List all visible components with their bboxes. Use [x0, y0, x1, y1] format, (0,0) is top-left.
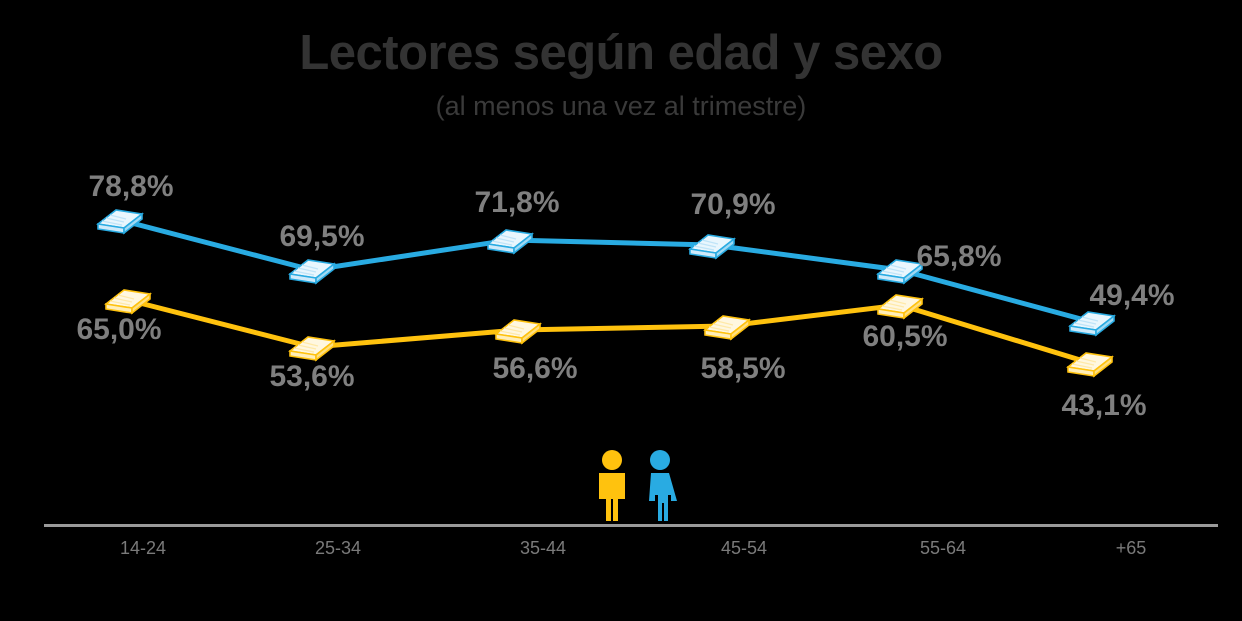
chart-legend — [591, 449, 681, 521]
axis-tick-label-1: 25-34 — [314, 538, 362, 558]
value-label-male-5: 43,1% — [1061, 389, 1147, 422]
male-figure-icon[interactable] — [591, 449, 633, 521]
value-label-female-0: 78,8% — [88, 170, 174, 203]
axis-tick-label-0: 14-24 — [119, 538, 167, 558]
value-label-female-3: 70,9% — [690, 188, 776, 221]
chart-title: Lectores según edad y sexo — [299, 26, 943, 80]
data-point-male-1 — [289, 336, 335, 361]
axis-tick-label-4: 55-64 — [919, 538, 967, 558]
value-label-male-1: 53,6% — [269, 360, 355, 393]
axis-tick-label-3: 45-54 — [720, 538, 768, 558]
data-point-female-2 — [487, 229, 533, 254]
value-label-male-2: 56,6% — [492, 352, 578, 385]
x-axis-line — [44, 524, 1218, 527]
axis-tick-label-5: +65 — [1115, 538, 1147, 558]
axis-tick-label-2: 35-44 — [519, 538, 567, 558]
value-label-female-4: 65,8% — [916, 240, 1002, 273]
series-line-male — [125, 297, 1093, 366]
value-label-female-2: 71,8% — [474, 186, 560, 219]
data-point-female-3 — [689, 234, 735, 259]
series-line-female — [117, 217, 1095, 325]
value-label-male-4: 60,5% — [862, 320, 948, 353]
chart-subtitle: (al menos una vez al trimestre) — [435, 91, 807, 121]
data-point-male-3 — [704, 315, 750, 340]
data-point-male-2 — [495, 319, 541, 344]
data-point-male-4 — [877, 294, 923, 319]
value-label-male-0: 65,0% — [76, 313, 162, 346]
data-point-female-0 — [97, 209, 143, 234]
female-figure-icon[interactable] — [639, 449, 681, 521]
data-point-female-4 — [877, 259, 923, 284]
data-point-male-0 — [105, 289, 151, 314]
value-label-female-5: 49,4% — [1089, 279, 1175, 312]
value-label-female-1: 69,5% — [279, 220, 365, 253]
value-label-male-3: 58,5% — [700, 352, 786, 385]
